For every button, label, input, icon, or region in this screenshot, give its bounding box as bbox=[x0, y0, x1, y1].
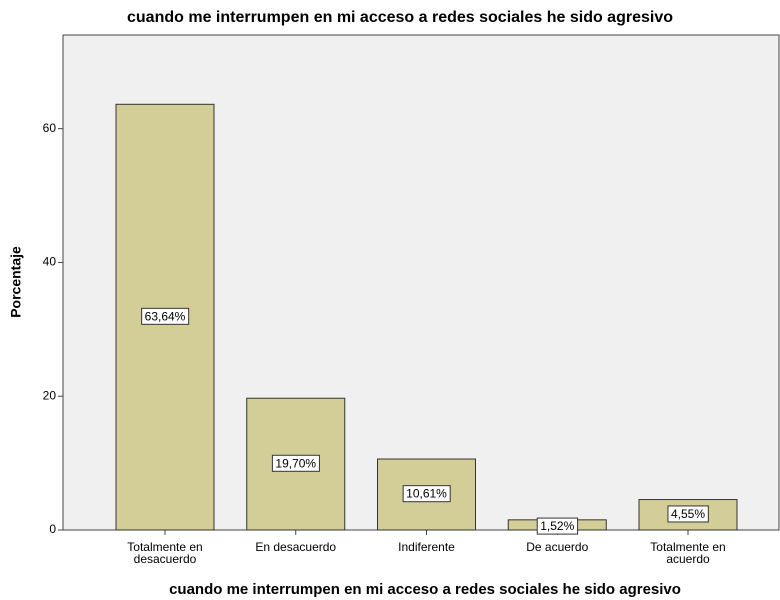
y-tick-label: 0 bbox=[49, 522, 56, 536]
y-tick-label: 20 bbox=[43, 388, 57, 402]
data-label: 63,64% bbox=[145, 309, 186, 323]
data-label: 4,55% bbox=[671, 507, 705, 521]
x-tick-label: De acuerdo bbox=[526, 540, 588, 554]
y-tick-label: 60 bbox=[43, 121, 57, 135]
data-label-box bbox=[141, 307, 190, 325]
y-axis-title: Porcentaje bbox=[8, 246, 24, 318]
x-tick-label: En desacuerdo bbox=[255, 540, 336, 554]
x-axis-title: cuando me interrumpen en mi acceso a red… bbox=[169, 581, 681, 598]
data-label-box bbox=[402, 485, 451, 503]
data-label-box bbox=[667, 505, 709, 523]
data-label: 10,61% bbox=[406, 487, 447, 501]
data-label: 19,70% bbox=[275, 456, 316, 470]
y-tick-label: 40 bbox=[43, 255, 57, 269]
chart-title: cuando me interrumpen en mi acceso a red… bbox=[127, 9, 673, 26]
data-label-box bbox=[271, 454, 320, 472]
x-tick-label: Totalmente en acuerdo bbox=[650, 540, 725, 566]
data-label-box bbox=[536, 517, 579, 535]
x-tick-label: Indiferente bbox=[398, 540, 455, 554]
x-tick-label: Totalmente en desacuerdo bbox=[127, 540, 202, 566]
data-label: 1,52% bbox=[540, 519, 574, 533]
